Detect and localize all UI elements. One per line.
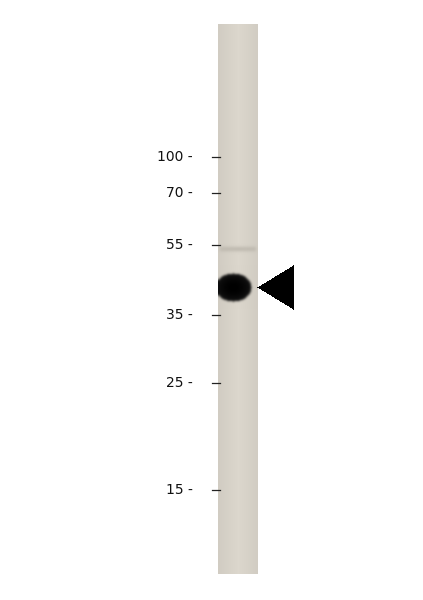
Text: 35 -: 35 -: [166, 308, 193, 322]
Text: 55 -: 55 -: [166, 238, 193, 252]
Text: 15 -: 15 -: [166, 483, 193, 497]
Text: 25 -: 25 -: [166, 376, 193, 390]
Text: 100 -: 100 -: [157, 150, 193, 164]
Text: 70 -: 70 -: [166, 186, 193, 200]
